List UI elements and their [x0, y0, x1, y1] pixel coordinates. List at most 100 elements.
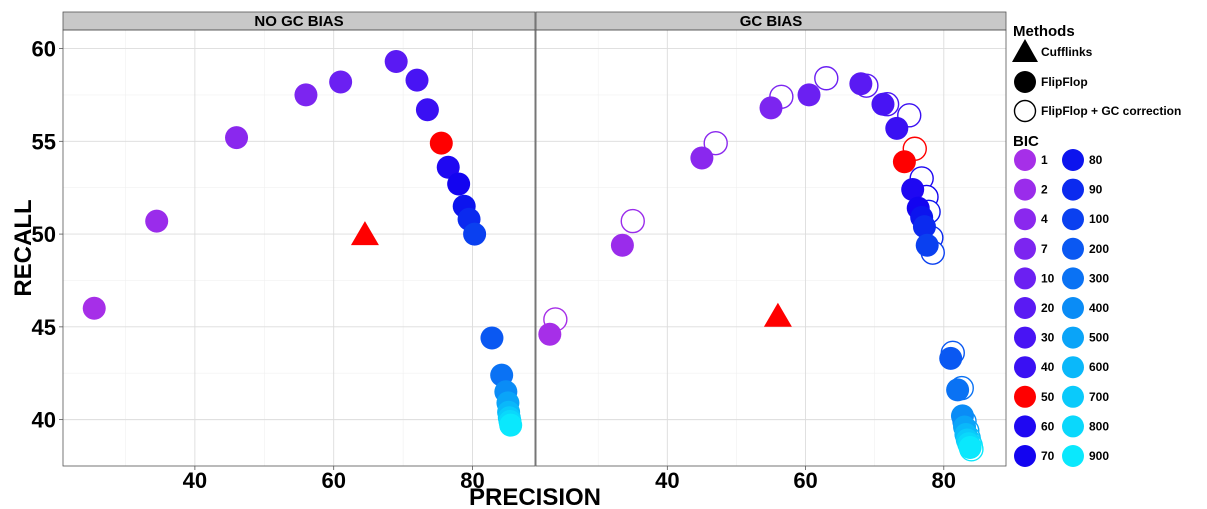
legend-bic-item: 800 [1062, 415, 1109, 438]
legend-bic-label: 4 [1041, 212, 1048, 226]
legend-bic-swatch [1014, 149, 1036, 171]
legend-bic-item: 1 [1014, 149, 1048, 171]
legend-bic-label: 20 [1041, 301, 1055, 315]
flipflop-point [939, 346, 963, 370]
legend-triangle-key [1012, 39, 1038, 62]
legend-bic-item: 500 [1062, 326, 1109, 349]
legend-bic-label: 60 [1041, 419, 1055, 433]
y-tick-label: 60 [32, 37, 56, 62]
legend-bic-item: 90 [1062, 178, 1103, 201]
legend-bic-label: 70 [1041, 449, 1055, 463]
panel-1: NO GC BIAS [62, 11, 536, 467]
legend-bic-item: 20 [1014, 297, 1055, 319]
cufflinks-point [763, 302, 792, 327]
flipflop-point [415, 98, 439, 122]
legend-bic-swatch [1014, 326, 1036, 349]
legend-bic-label: 900 [1089, 449, 1109, 463]
panel-2: GC BIAS [535, 11, 1007, 467]
flipflop-point [690, 146, 714, 170]
flipflop-point [901, 178, 925, 202]
legend-filled-circle-key [1014, 71, 1036, 93]
legend-bic-swatch [1014, 178, 1036, 201]
legend-bic-swatch [1014, 297, 1036, 319]
legend-method-item: FlipFlop + GC correction [1013, 99, 1181, 123]
legend-bic-label: 500 [1089, 331, 1109, 345]
legend: Methods Cufflinks FlipFlop FlipFlop + GC co… [1012, 23, 1181, 467]
flipflop-point [958, 435, 982, 459]
facet-panels: NO GC BIAS GC BIAS [62, 11, 1007, 467]
y-axis: 40 45 50 55 60 [32, 37, 63, 433]
flipflop-point [849, 72, 873, 96]
legend-bic-label: 600 [1089, 360, 1109, 374]
flipflop-point [915, 233, 939, 257]
legend-bic-swatch [1014, 208, 1036, 231]
flipflop-gc-point [814, 66, 839, 91]
legend-bic-item: 400 [1062, 297, 1109, 319]
legend-bic-item: 7 [1014, 237, 1048, 260]
legend-method-label: Cufflinks [1041, 45, 1093, 59]
flipflop-point [892, 150, 916, 174]
flipflop-point [447, 172, 471, 196]
flipflop-point [946, 378, 970, 402]
cufflinks-point [350, 221, 379, 246]
legend-bic-label: 700 [1089, 390, 1109, 404]
y-tick-label: 55 [32, 129, 56, 154]
flipflop-point [384, 50, 408, 74]
legend-bic-label: 200 [1089, 242, 1109, 256]
flipflop-point [797, 83, 821, 107]
flipflop-point [480, 326, 504, 350]
x-tick-label: 60 [793, 468, 817, 493]
y-tick-label: 45 [32, 315, 56, 340]
legend-bic-label: 300 [1089, 271, 1109, 285]
legend-bic-label: 800 [1089, 419, 1109, 433]
legend-bic-swatch [1062, 267, 1084, 290]
legend-bic-item: 50 [1014, 385, 1055, 408]
legend-bic-swatch [1014, 267, 1036, 290]
y-tick-label: 40 [32, 408, 56, 433]
legend-bic-swatch [1062, 178, 1084, 201]
legend-bic-label: 90 [1089, 183, 1103, 197]
y-tick-label: 50 [32, 222, 56, 247]
legend-bic-label: 10 [1041, 271, 1055, 285]
facet-title: GC BIAS [740, 13, 803, 30]
legend-bic-swatch [1014, 356, 1036, 379]
legend-bic-swatch [1062, 415, 1084, 438]
flipflop-point [225, 126, 249, 150]
x-tick-label: 40 [655, 468, 679, 493]
legend-bic-label: 400 [1089, 301, 1109, 315]
flipflop-gc-point [703, 130, 728, 156]
legend-bic-item: 700 [1062, 385, 1109, 408]
flipflop-point [405, 68, 429, 92]
legend-bic-label: 40 [1041, 360, 1055, 374]
legend-bic-swatch [1014, 237, 1036, 260]
y-axis-title: RECALL [10, 199, 37, 296]
legend-bic-label: 1 [1041, 153, 1048, 167]
legend-bic-item: 600 [1062, 356, 1109, 379]
legend-bic-item: 900 [1062, 445, 1109, 467]
legend-bic-swatch [1014, 415, 1036, 438]
legend-bic-swatch [1062, 208, 1084, 231]
flipflop-gc-point [620, 208, 645, 234]
flipflop-point [329, 70, 353, 94]
x-tick-label: 80 [932, 468, 956, 493]
legend-method-item: FlipFlop [1014, 71, 1088, 93]
flipflop-point [610, 233, 634, 257]
flipflop-point [294, 83, 318, 107]
flipflop-point [145, 209, 169, 233]
legend-bic-swatch [1062, 149, 1084, 171]
facet-title: NO GC BIAS [254, 13, 343, 30]
legend-bic-swatch [1062, 385, 1084, 408]
legend-bic-item: 4 [1014, 208, 1048, 231]
legend-bic-item: 10 [1014, 267, 1055, 290]
flipflop-point [912, 215, 936, 239]
legend-bic-label: 2 [1041, 183, 1048, 197]
flipflop-point [759, 96, 783, 120]
legend-bic-label: 30 [1041, 331, 1055, 345]
legend-bic-item: 70 [1014, 445, 1055, 467]
panel-border [535, 29, 1007, 467]
legend-method-label: FlipFlop + GC correction [1041, 104, 1181, 118]
x-tick-label: 60 [321, 468, 345, 493]
flipflop-point [463, 222, 487, 246]
x-tick-label: 80 [460, 468, 484, 493]
flipflop-point [429, 131, 453, 155]
